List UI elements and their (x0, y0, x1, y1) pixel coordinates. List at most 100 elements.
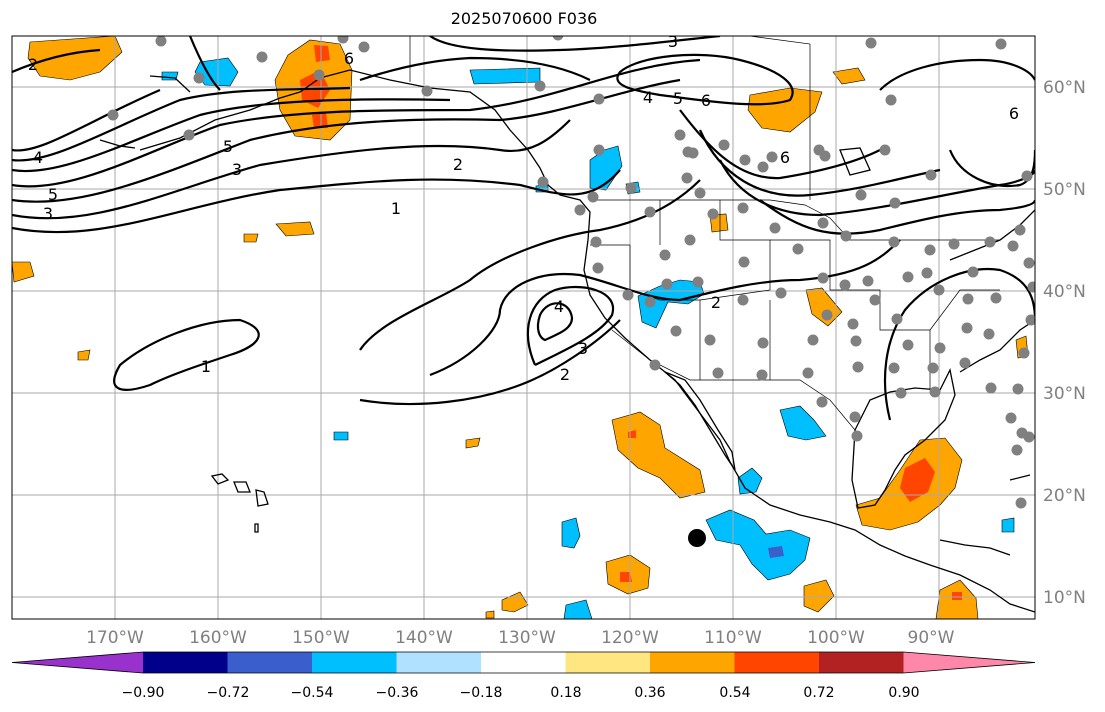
latitude-label: 40°N (1043, 282, 1086, 302)
colorbar-tick-label: −0.18 (460, 685, 503, 701)
longitude-label: 120°W (601, 628, 659, 648)
station-marker (756, 369, 768, 381)
station-marker (534, 80, 546, 92)
station-marker (817, 272, 829, 284)
colorbar-segment (143, 652, 228, 673)
station-marker (983, 328, 995, 340)
station-marker (687, 147, 699, 159)
positive-anomaly-area (803, 579, 835, 613)
station-marker (193, 72, 205, 84)
station-marker (967, 266, 979, 278)
contour-label: 6 (701, 91, 711, 110)
station-marker (590, 236, 602, 248)
coastlines (99, 69, 1035, 613)
contour-label: 4 (643, 88, 653, 107)
colorbar-tick-label: −0.36 (376, 685, 419, 701)
station-marker (925, 169, 937, 181)
longitude-label: 90°W (908, 628, 955, 648)
station-marker (1023, 431, 1035, 443)
station-marker (681, 172, 693, 184)
positive-anomaly-area (747, 87, 823, 133)
station-marker (183, 129, 195, 141)
station-marker (775, 287, 787, 299)
colorbar-tick-label: −0.90 (122, 685, 165, 701)
colorbar-tick-label: 0.36 (634, 685, 665, 701)
station-marker (962, 293, 974, 305)
station-marker (948, 238, 960, 250)
station-marker (902, 271, 914, 283)
station-marker (847, 318, 859, 330)
station-marker (1023, 257, 1035, 269)
station-marker (649, 359, 661, 371)
negative-anomaly-area (705, 509, 811, 581)
station-marker (1005, 412, 1017, 424)
station-marker (855, 189, 867, 201)
station-marker (927, 362, 939, 374)
longitude-labels: 170°W 160°W 150°W 140°W 130°W 120°W 110°… (86, 628, 955, 648)
negative-anomaly-area (561, 517, 581, 549)
contour-label: 6 (1009, 104, 1019, 123)
station-marker (921, 267, 933, 279)
colorbar-segment (819, 652, 904, 673)
station-marker (537, 176, 549, 188)
station-marker (1015, 497, 1027, 509)
station-marker (852, 361, 864, 373)
colorbar-segment (481, 652, 566, 673)
station-marker (757, 161, 769, 173)
strong-positive-anomaly-area (620, 572, 632, 582)
colorbar-segment (734, 652, 820, 673)
contour-label: 2 (560, 365, 570, 384)
station-marker (358, 41, 370, 53)
station-marker (1021, 170, 1033, 182)
station-marker (792, 243, 804, 255)
negative-anomaly-area (779, 405, 827, 441)
station-marker (879, 144, 891, 156)
station-marker (929, 386, 941, 398)
contour-label: 5 (48, 185, 58, 204)
colorbar-tick-label: −0.72 (207, 685, 250, 701)
station-marker (888, 362, 900, 374)
station-marker (574, 204, 586, 216)
station-marker (995, 38, 1007, 50)
colorbar-segment (565, 652, 651, 673)
negative-anomaly-area (469, 67, 541, 85)
station-marker (737, 202, 749, 214)
colorbar-segment (396, 652, 482, 673)
station-marker (704, 334, 716, 346)
colorbar-tick-label: 0.72 (803, 685, 834, 701)
longitude-label: 150°W (292, 628, 350, 648)
map-title: 2025070600 F036 (450, 9, 598, 28)
station-marker (644, 206, 656, 218)
positive-anomaly-area (485, 610, 495, 619)
contour-lines (12, 36, 1035, 421)
colorbar-segment (312, 652, 397, 673)
contour-label: 3 (232, 160, 242, 179)
station-marker (107, 109, 119, 121)
contour-label: 5 (223, 137, 233, 156)
contour-label: 2 (28, 55, 38, 74)
station-marker (552, 36, 564, 41)
colorbar-extend-min (12, 652, 143, 673)
station-marker (1007, 240, 1019, 252)
station-marker (889, 197, 901, 209)
station-marker (1018, 347, 1030, 359)
contour-label: 1 (391, 199, 401, 218)
positive-anomaly-area (465, 437, 481, 449)
contour-label: 6 (344, 49, 354, 68)
station-markers (107, 36, 1035, 509)
station-marker (895, 387, 907, 399)
positive-anomaly-area (243, 233, 259, 243)
station-marker (1025, 314, 1035, 326)
station-marker (766, 151, 778, 163)
station-marker (692, 276, 704, 288)
station-marker (851, 430, 863, 442)
contour-label: 3 (578, 339, 588, 358)
longitude-label: 110°W (704, 628, 762, 648)
station-marker (684, 234, 696, 246)
latitude-label: 60°N (1043, 78, 1086, 98)
station-marker (1012, 383, 1024, 395)
station-marker (850, 335, 862, 347)
station-marker (924, 244, 936, 256)
station-marker (862, 275, 874, 287)
station-marker (821, 309, 833, 321)
